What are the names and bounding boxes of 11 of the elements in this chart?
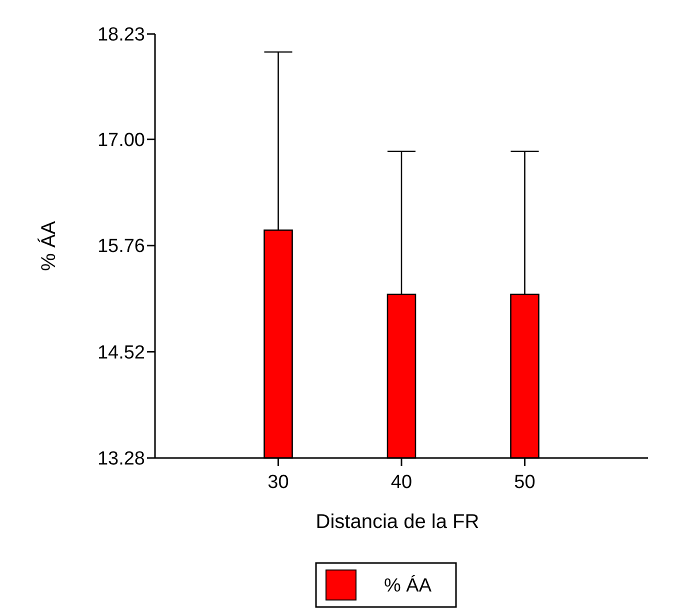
y-tick-label: 15.76: [97, 236, 145, 258]
x-tick-label: 50: [514, 472, 536, 493]
y-tick-label: 14.52: [97, 342, 145, 364]
legend-label: % ÁA: [384, 574, 432, 597]
y-tick-label: 18.23: [97, 24, 145, 46]
y-tick-label: 13.28: [97, 448, 145, 470]
x-axis-title: Distancia de la FR: [316, 511, 480, 533]
y-axis-title: % ÁA: [37, 220, 60, 272]
x-tick-label: 30: [268, 472, 289, 493]
y-tick-label: 17.00: [97, 130, 145, 152]
x-tick-label: 40: [390, 472, 412, 493]
